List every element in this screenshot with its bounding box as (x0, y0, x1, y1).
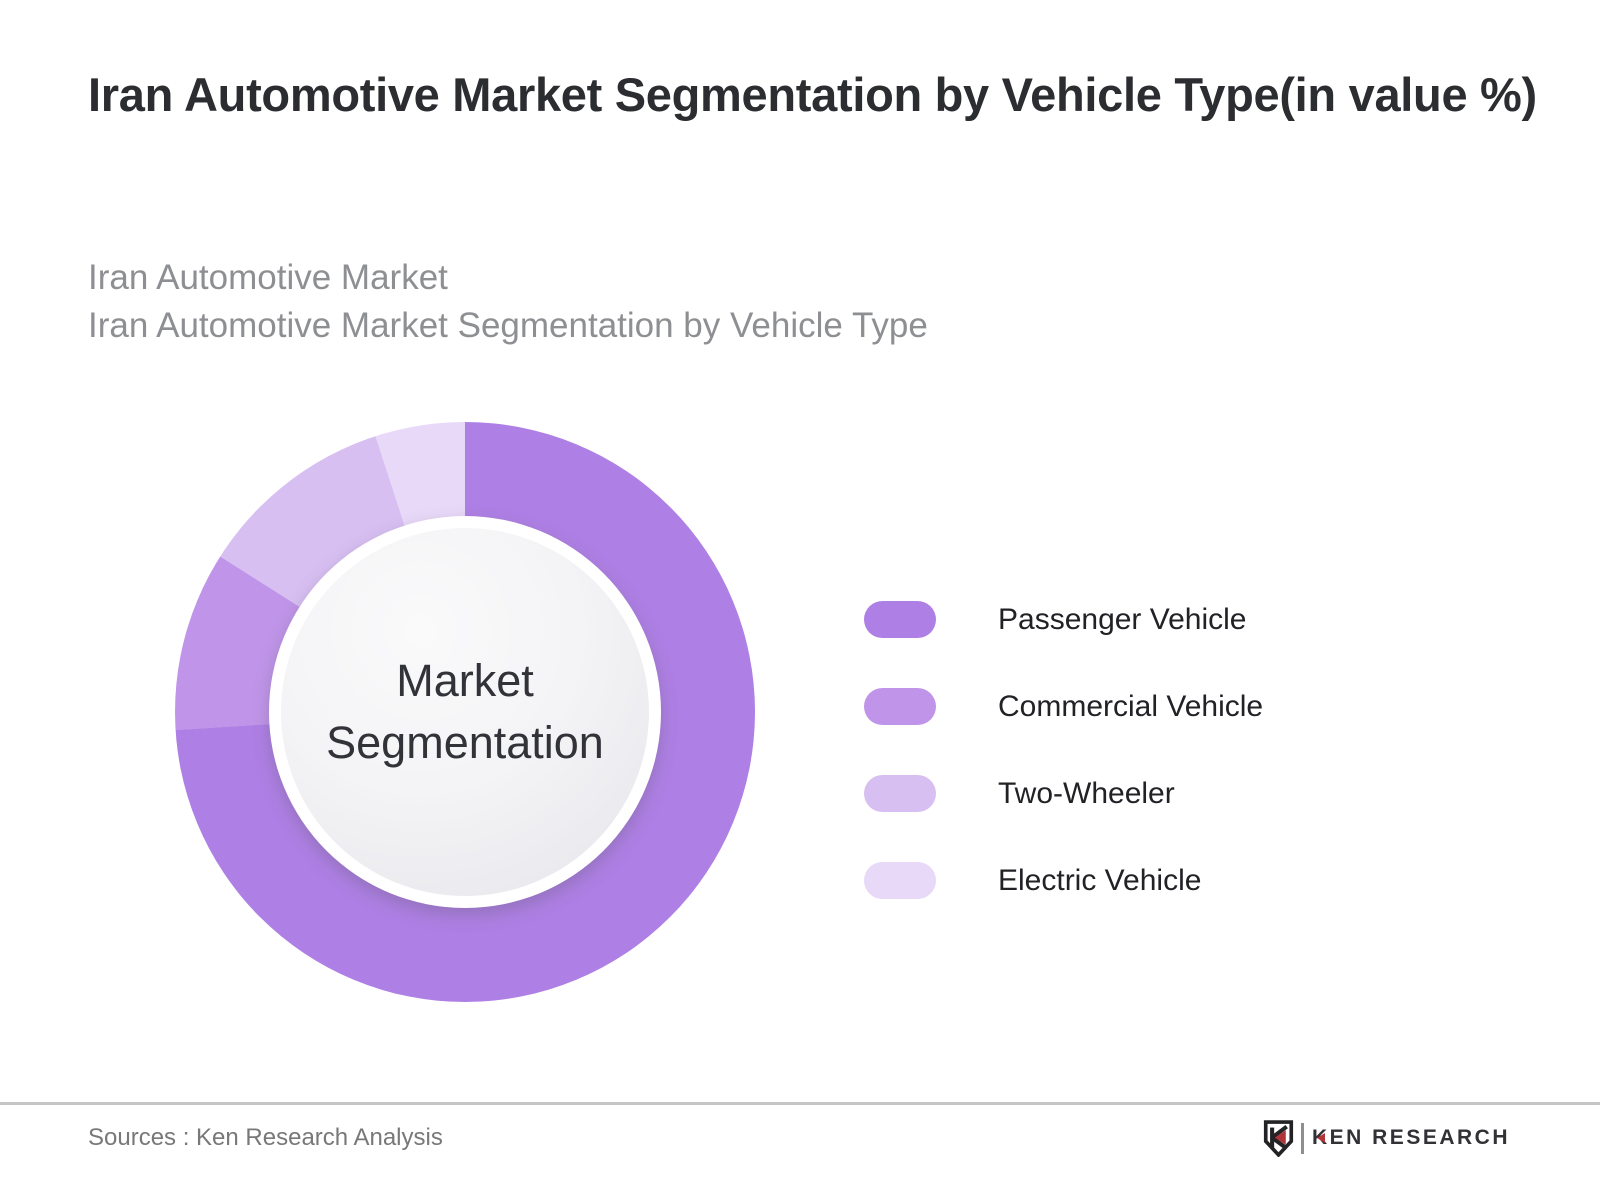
donut-center-circle: Market Segmentation (281, 528, 649, 896)
legend-item-electric-vehicle: Electric Vehicle (864, 862, 1263, 899)
brand-k-red-triangle-icon (1316, 1133, 1325, 1143)
subtitle-line-2: Iran Automotive Market Segmentation by V… (88, 306, 928, 345)
ken-research-logo: KEN RESEARCH (1263, 1118, 1510, 1158)
legend-item-passenger-vehicle: Passenger Vehicle (864, 601, 1263, 638)
donut-chart: Market Segmentation Passenger Vehicle Co… (0, 380, 1600, 1080)
subtitle-line-1: Iran Automotive Market (88, 258, 448, 297)
shield-k-icon (1263, 1119, 1294, 1157)
legend-swatch-two-wheeler (864, 775, 936, 812)
legend-label: Commercial Vehicle (998, 689, 1264, 723)
sources-text: Sources : Ken Research Analysis (88, 1124, 443, 1151)
legend-swatch-electric-vehicle (864, 862, 936, 899)
legend-label: Electric Vehicle (998, 863, 1202, 897)
logo-separator (1300, 1122, 1304, 1154)
legend-label: Two-Wheeler (998, 776, 1175, 810)
donut-inner-rim: Market Segmentation (269, 516, 661, 908)
legend-label: Passenger Vehicle (998, 602, 1247, 636)
legend: Passenger Vehicle Commercial Vehicle Two… (864, 601, 1263, 949)
legend-swatch-commercial-vehicle (864, 688, 936, 725)
legend-swatch-passenger-vehicle (864, 601, 936, 638)
center-label-line-2: Segmentation (326, 717, 604, 768)
footer-divider (0, 1102, 1600, 1105)
donut-center-label: Market Segmentation (326, 650, 604, 774)
page-title: Iran Automotive Market Segmentation by V… (88, 68, 1537, 121)
chart-subtitle: Iran Automotive Market Iran Automotive M… (88, 254, 928, 350)
donut-ring: Market Segmentation (175, 422, 755, 1002)
brand-name: KEN RESEARCH (1311, 1126, 1510, 1149)
legend-item-two-wheeler: Two-Wheeler (864, 775, 1263, 812)
legend-item-commercial-vehicle: Commercial Vehicle (864, 688, 1263, 725)
center-label-line-1: Market (396, 655, 534, 706)
